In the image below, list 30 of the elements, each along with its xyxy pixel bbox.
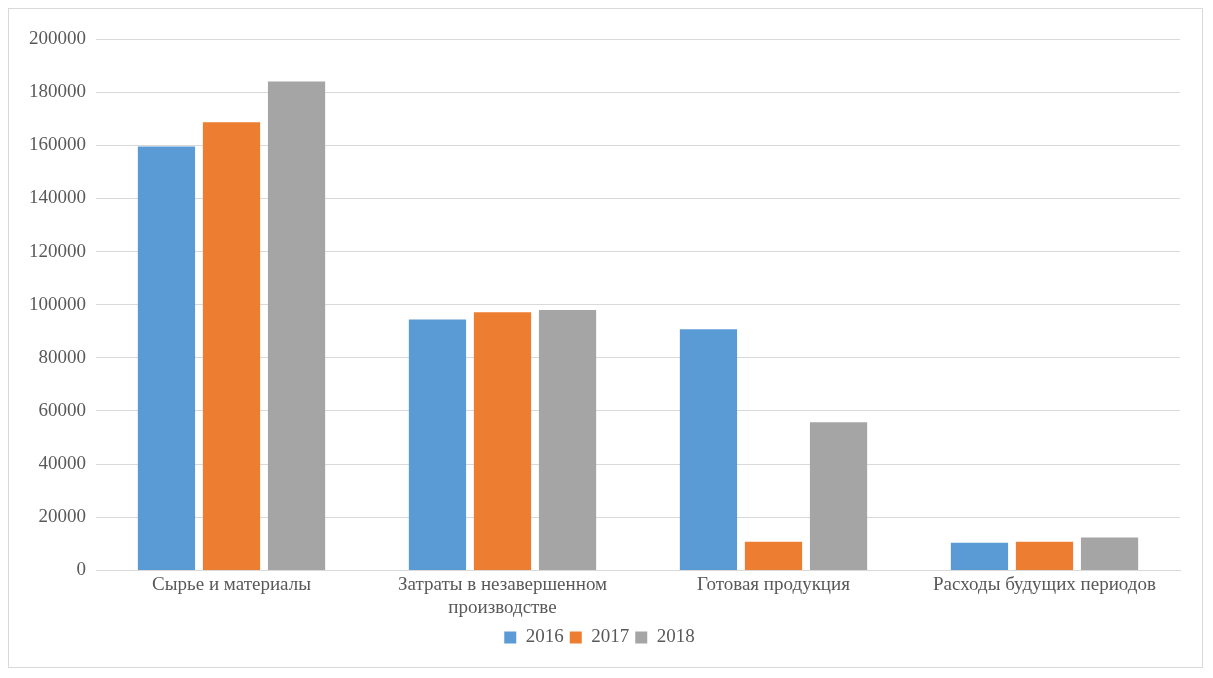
y-tick-label: 140000: [29, 186, 86, 208]
y-tick-label: 160000: [29, 133, 86, 155]
bar: [473, 312, 532, 570]
y-tick-label: 0: [76, 558, 86, 580]
bar: [202, 122, 261, 570]
y-tick-label: 120000: [29, 239, 86, 261]
y-tick-label: 20000: [38, 505, 86, 527]
bar: [809, 422, 868, 570]
bar: [267, 81, 326, 570]
y-tick-label: 100000: [29, 292, 86, 314]
x-tick-label: Расходы будущих периодов: [933, 572, 1156, 594]
legend-label: 2018: [656, 625, 695, 647]
bar: [744, 541, 803, 570]
bar: [538, 310, 597, 570]
bar: [1015, 541, 1074, 570]
bar: [1080, 537, 1139, 570]
y-tick-label: 180000: [29, 80, 86, 102]
y-tick-label: 80000: [38, 345, 86, 367]
y-tick-label: 40000: [38, 452, 86, 474]
legend-label: 2017: [591, 625, 630, 647]
bar: [408, 319, 467, 570]
x-tick-label: Готовая продукция: [697, 572, 851, 594]
bar: [679, 329, 738, 570]
y-tick-label: 60000: [38, 398, 86, 420]
legend-label: 2016: [525, 625, 564, 647]
y-tick-label: 200000: [29, 26, 86, 48]
x-tick-label: Затраты в незавершенном производстве: [397, 572, 608, 617]
bar: [137, 146, 196, 570]
x-tick-label: Сырье и материалы: [152, 572, 312, 594]
bar: [950, 542, 1009, 570]
